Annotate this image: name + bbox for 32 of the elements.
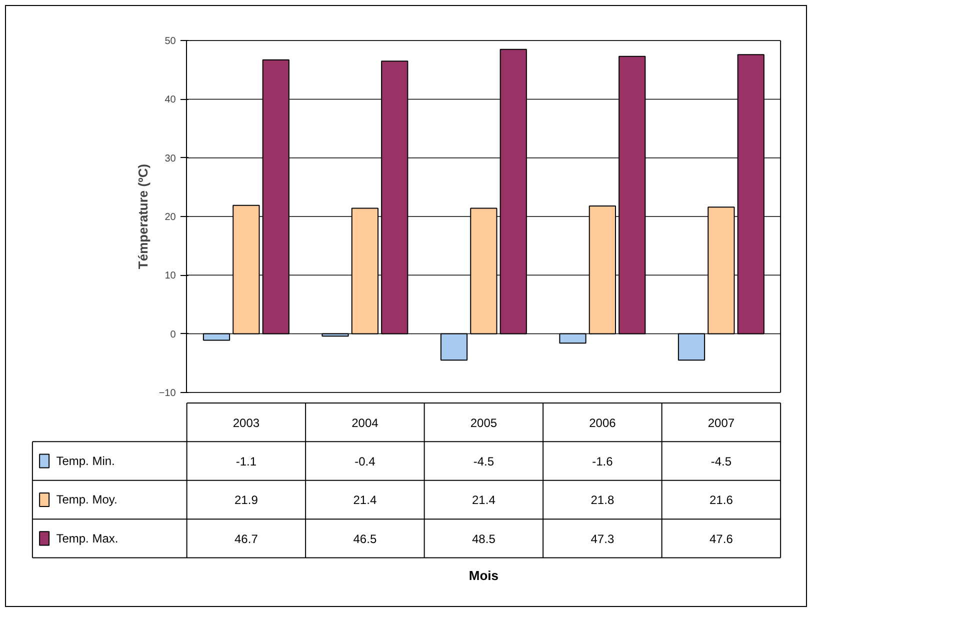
- y-tick-label: −10: [158, 388, 176, 399]
- x-tick-label: 2003: [232, 416, 260, 430]
- data-label: 21.4: [353, 493, 377, 508]
- y-tick-label: 0: [170, 329, 176, 340]
- data-label: -1.6: [592, 454, 614, 469]
- data-label: 48.5: [472, 532, 496, 546]
- y-axis-title: Témperature (ºC): [136, 164, 151, 270]
- data-label: 21.8: [590, 493, 614, 508]
- data-label: 21.9: [234, 493, 258, 508]
- data-label: -0.4: [354, 454, 376, 469]
- data-label: -1.1: [236, 454, 257, 469]
- data-label: 46.7: [234, 532, 258, 546]
- x-tick-label: 2005: [470, 416, 498, 430]
- y-tick-label: 30: [164, 153, 176, 164]
- y-tick-label: 20: [164, 212, 176, 223]
- data-label: -4.5: [473, 454, 494, 469]
- data-label: 21.4: [472, 493, 496, 508]
- x-tick-label: 2006: [589, 416, 616, 430]
- text: Mois: [468, 568, 499, 583]
- data-label: 21.6: [710, 493, 734, 508]
- data-label: -4.5: [710, 454, 732, 469]
- x-tick-label: 2004: [352, 416, 379, 430]
- legend-label: Temp. Moy.: [56, 492, 118, 507]
- data-label: 47.3: [590, 532, 614, 546]
- y-tick-label: 10: [164, 270, 176, 282]
- y-tick-label: 50: [164, 36, 176, 48]
- data-label: 47.6: [710, 532, 734, 546]
- y-tick-label: 40: [164, 94, 176, 106]
- data-label: 46.5: [353, 532, 377, 546]
- legend-label: Temp. Max.: [56, 531, 118, 546]
- x-tick-label: 2007: [708, 416, 735, 430]
- legend-label: Temp. Min.: [56, 454, 115, 468]
